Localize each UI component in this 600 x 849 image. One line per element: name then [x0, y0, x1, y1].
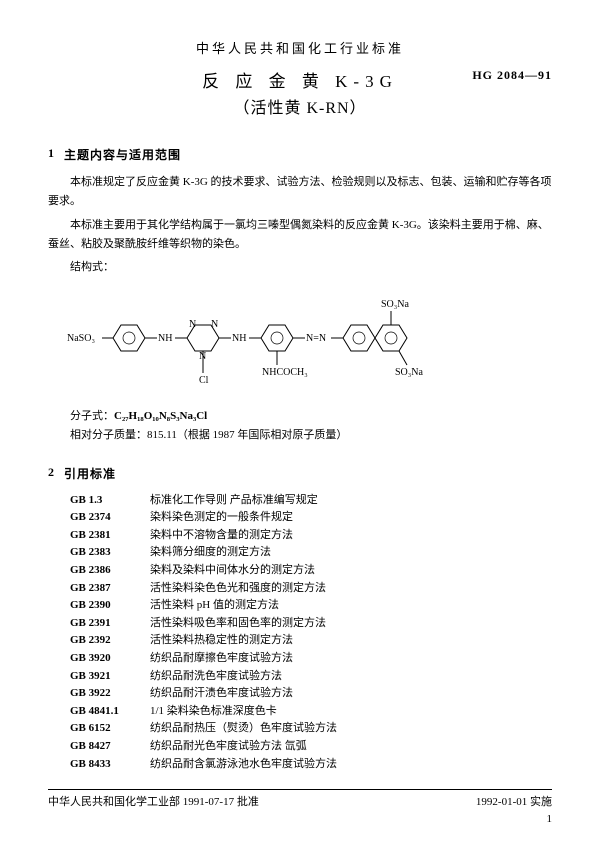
reference-row: GB 2391 活性染料吸色率和固色率的测定方法 [70, 615, 552, 633]
label-n-2: N [211, 319, 218, 330]
section-number: 1 [48, 146, 54, 163]
para-1: 本标准规定了反应金黄 K-3G 的技术要求、试验方法、检验规则以及标志、包装、运… [48, 173, 552, 212]
label-nh-1: NH [158, 333, 172, 344]
reference-code: GB 2390 [70, 597, 140, 615]
section-title: 主题内容与适用范围 [64, 146, 181, 163]
reference-text: 纺织品耐洗色牢度试验方法 [150, 668, 282, 686]
label-so3na-top: SO₃Na [381, 299, 409, 310]
reference-row: GB 2386 染料及染料中间体水分的测定方法 [70, 562, 552, 580]
reference-row: GB 3922 纺织品耐汗渍色牢度试验方法 [70, 685, 552, 703]
mass-label: 相对分子质量： [70, 429, 147, 441]
label-nhcoch3: NHCOCH₃ [262, 367, 308, 378]
reference-row: GB 6152 纺织品耐热压（熨烫）色牢度试验方法 [70, 720, 552, 738]
reference-text: 纺织品耐光色牢度试验方法 氙弧 [150, 738, 307, 756]
reference-code: GB 3920 [70, 650, 140, 668]
section-2-heading: 2 引用标准 [48, 465, 552, 482]
standard-code: HG 2084—91 [472, 68, 552, 83]
reference-row: GB 2383 染料筛分细度的测定方法 [70, 544, 552, 562]
reference-text: 纺织品耐热压（熨烫）色牢度试验方法 [150, 720, 337, 738]
reference-code: GB 8427 [70, 738, 140, 756]
reference-list: GB 1.3 标准化工作导则 产品标准编写规定 GB 2374 染料染色测定的一般条件… [70, 492, 552, 774]
reference-text: 纺织品耐汗渍色牢度试验方法 [150, 685, 293, 703]
reference-text: 活性染料热稳定性的测定方法 [150, 632, 293, 650]
section-1-heading: 1 主题内容与适用范围 [48, 146, 552, 163]
reference-text: 标准化工作导则 产品标准编写规定 [150, 492, 318, 510]
section-number: 2 [48, 465, 54, 482]
page-number: 1 [48, 813, 552, 825]
reference-text: 染料筛分细度的测定方法 [150, 544, 271, 562]
label-n-1: N [189, 319, 196, 330]
reference-row: GB 2392 活性染料热稳定性的测定方法 [70, 632, 552, 650]
reference-row: GB 8427 纺织品耐光色牢度试验方法 氙弧 [70, 738, 552, 756]
pretitle: 中华人民共和国化工行业标准 [48, 38, 552, 57]
molecular-formula-line: 分子式：C₂₇H₁₈O₁₀N₈S₃Na₃Cl [48, 407, 552, 426]
document-header: 中华人民共和国化工行业标准 反 应 金 黄 K-3G （活性黄 K-RN） HG… [48, 38, 552, 118]
label-cl: Cl [199, 375, 209, 386]
reference-row: GB 2390 活性染料 pH 值的测定方法 [70, 597, 552, 615]
footer-rule [48, 789, 552, 790]
reference-text: 活性染料吸色率和固色率的测定方法 [150, 615, 326, 633]
footer-effective: 1992-01-01 实施 [476, 793, 552, 809]
mass-note: （根据 1987 年国际相对原子质量） [177, 429, 348, 441]
chemical-structure-diagram: NaSO₃ NH N N N Cl NH [48, 283, 552, 403]
reference-code: GB 4841.1 [70, 703, 140, 721]
reference-code: GB 3921 [70, 668, 140, 686]
reference-row: GB 1.3 标准化工作导则 产品标准编写规定 [70, 492, 552, 510]
reference-code: GB 2386 [70, 562, 140, 580]
reference-code: GB 2391 [70, 615, 140, 633]
reference-row: GB 2374 染料染色测定的一般条件规定 [70, 509, 552, 527]
mass-value: 815.11 [147, 429, 177, 441]
reference-text: 纺织品耐摩擦色牢度试验方法 [150, 650, 293, 668]
reference-code: GB 2374 [70, 509, 140, 527]
reference-code: GB 2383 [70, 544, 140, 562]
label-azo: N=N [306, 333, 326, 344]
label-so3na-bot: SO₃Na [395, 367, 423, 378]
reference-code: GB 3922 [70, 685, 140, 703]
reference-row: GB 8433 纺织品耐含氯游泳池水色牢度试验方法 [70, 756, 552, 774]
reference-text: 活性染料 pH 值的测定方法 [150, 597, 279, 615]
para-2: 本标准主要用于其化学结构属于一氯均三嗪型偶氮染料的反应金黄 K-3G。该染料主要… [48, 216, 552, 255]
reference-text: 染料染色测定的一般条件规定 [150, 509, 293, 527]
reference-row: GB 3920 纺织品耐摩擦色牢度试验方法 [70, 650, 552, 668]
reference-text: 活性染料染色色光和强度的测定方法 [150, 580, 326, 598]
reference-code: GB 2381 [70, 527, 140, 545]
reference-text: 1/1 染料染色标准深度色卡 [150, 703, 277, 721]
label-naso3: NaSO₃ [67, 333, 95, 344]
reference-row: GB 3921 纺织品耐洗色牢度试验方法 [70, 668, 552, 686]
reference-code: GB 8433 [70, 756, 140, 774]
reference-text: 染料中不溶物含量的测定方法 [150, 527, 293, 545]
document-page: 中华人民共和国化工行业标准 反 应 金 黄 K-3G （活性黄 K-RN） HG… [0, 0, 600, 845]
para-3: 结构式： [48, 258, 552, 277]
formula-label: 分子式： [70, 410, 114, 422]
reference-row: GB 2387 活性染料染色色光和强度的测定方法 [70, 580, 552, 598]
title-sub: （活性黄 K-RN） [48, 94, 552, 118]
reference-row: GB 4841.1 1/1 染料染色标准深度色卡 [70, 703, 552, 721]
reference-code: GB 2387 [70, 580, 140, 598]
reference-code: GB 1.3 [70, 492, 140, 510]
label-nh-2: NH [232, 333, 246, 344]
molecular-mass-line: 相对分子质量：815.11（根据 1987 年国际相对原子质量） [48, 426, 552, 445]
formula-value: C₂₇H₁₈O₁₀N₈S₃Na₃Cl [114, 410, 207, 422]
formula-block: 分子式：C₂₇H₁₈O₁₀N₈S₃Na₃Cl 相对分子质量：815.11（根据 … [48, 407, 552, 444]
reference-text: 纺织品耐含氯游泳池水色牢度试验方法 [150, 756, 337, 774]
section-title: 引用标准 [64, 465, 116, 482]
reference-code: GB 6152 [70, 720, 140, 738]
footer-line: 中华人民共和国化学工业部 1991-07-17 批准 1992-01-01 实施 [48, 793, 552, 809]
reference-code: GB 2392 [70, 632, 140, 650]
reference-text: 染料及染料中间体水分的测定方法 [150, 562, 315, 580]
footer-approval: 中华人民共和国化学工业部 1991-07-17 批准 [48, 793, 259, 809]
reference-row: GB 2381 染料中不溶物含量的测定方法 [70, 527, 552, 545]
